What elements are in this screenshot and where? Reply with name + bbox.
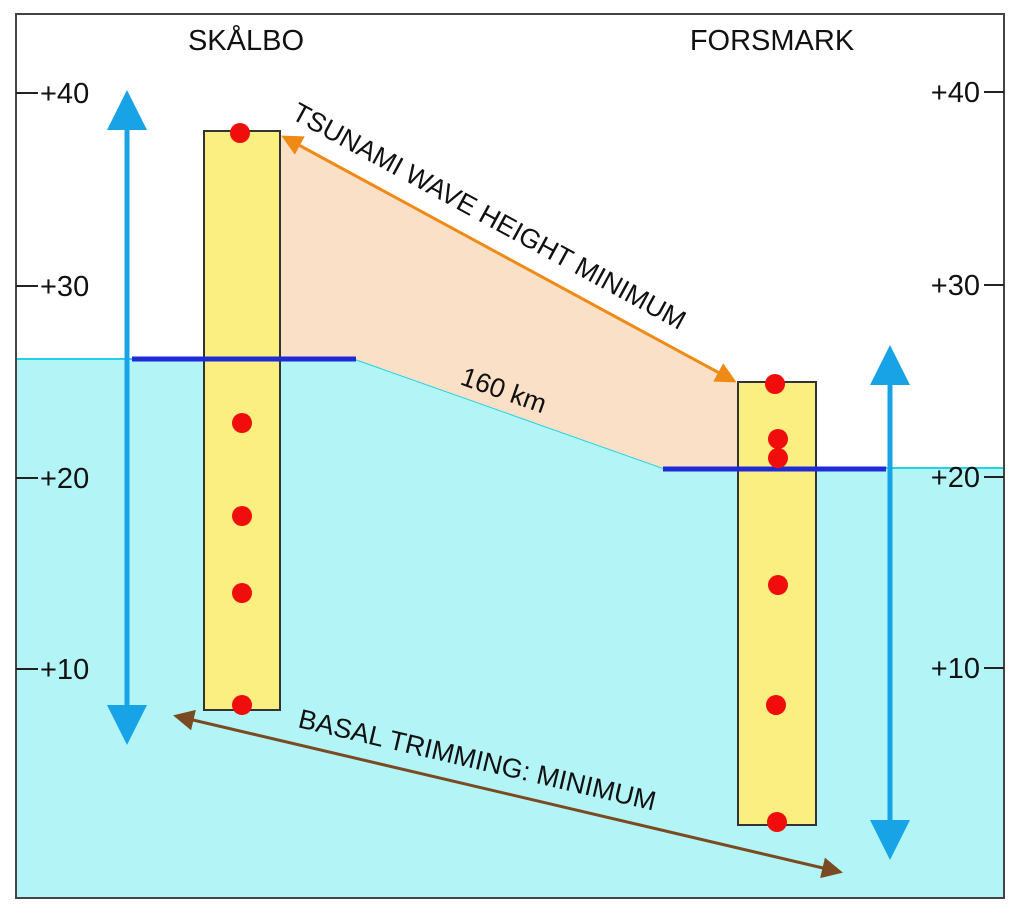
sample-point [766, 695, 786, 715]
sample-point [768, 429, 788, 449]
sample-point [768, 575, 788, 595]
basal-trimming-arrow [173, 709, 843, 879]
sample-point [230, 123, 250, 143]
skalbo-samples [230, 123, 252, 715]
right-tick-40: +40 [931, 77, 980, 109]
sample-point [232, 583, 252, 603]
left-tick-30: +30 [40, 271, 89, 303]
sample-point [232, 413, 252, 433]
right-tick-30: +30 [931, 270, 980, 302]
left-scale [16, 92, 38, 670]
forsmark-samples [765, 374, 788, 832]
left-tick-40: +40 [40, 78, 89, 110]
tsunami-arrow [281, 135, 737, 383]
sample-point [767, 812, 787, 832]
sample-point [232, 695, 252, 715]
site-label-skalbo: SKÅLBO [188, 24, 304, 57]
sample-point [765, 374, 785, 394]
sample-point [768, 448, 788, 468]
sample-point [232, 506, 252, 526]
right-tick-20: +20 [931, 462, 980, 494]
left-tick-10: +10 [40, 654, 89, 686]
right-scale [984, 91, 1004, 669]
right-tick-10: +10 [931, 653, 980, 685]
water-body [16, 359, 1004, 898]
diagram-frame [15, 13, 1005, 899]
left-tick-20: +20 [40, 463, 89, 495]
site-label-forsmark: FORSMARK [690, 25, 855, 57]
